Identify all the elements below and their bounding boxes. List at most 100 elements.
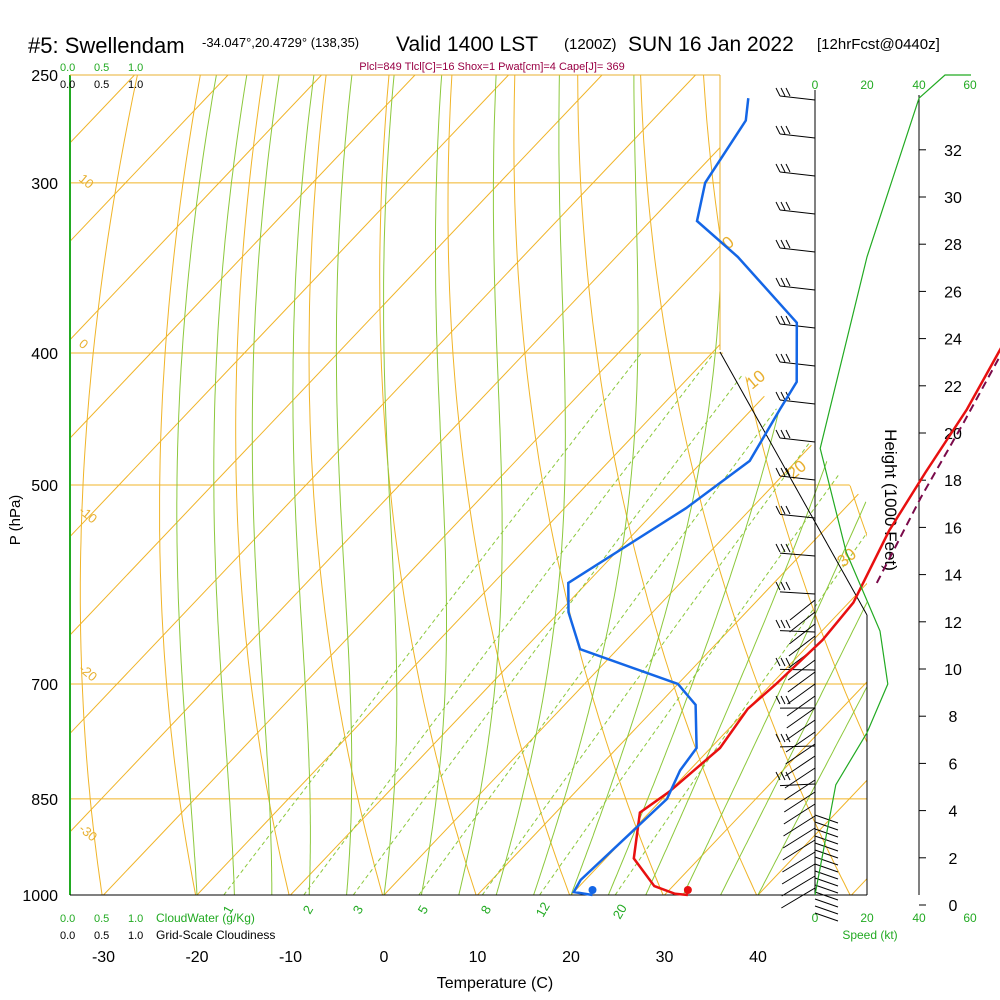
wind-barb-31 xyxy=(785,743,816,765)
sounding-series xyxy=(567,74,1000,897)
moist-adiabat-2 xyxy=(251,75,280,895)
wind-barb-53 xyxy=(814,877,839,887)
zulu-time: (1200Z) xyxy=(564,36,617,53)
cloud-scale-bottom-green-2: 1.0 xyxy=(128,913,143,925)
speed-top-40: 40 xyxy=(912,78,926,92)
valid-date: SUN 16 Jan 2022 xyxy=(628,33,794,56)
wind-barb-27 xyxy=(786,695,816,717)
wind-barb-47 xyxy=(814,835,839,845)
moist-adiabat-15 xyxy=(757,75,867,895)
speed-bottom-40: 40 xyxy=(912,911,926,925)
wind-barb-14 xyxy=(775,619,816,633)
wind-barb-22 xyxy=(788,635,816,657)
wind-barb-10 xyxy=(775,467,816,481)
moist-adiabat-7 xyxy=(458,75,503,895)
wind-barbs xyxy=(775,87,839,922)
wind-barb-24 xyxy=(787,659,816,681)
x-tick-1: -20 xyxy=(185,949,208,966)
isotherm-label-3: -20 xyxy=(76,661,100,685)
height-tick-16: 32 xyxy=(944,143,962,160)
dry-adiabat-9 xyxy=(701,75,867,895)
isotherm-line-12 xyxy=(477,75,867,895)
dry-adiabat-6 xyxy=(513,75,676,895)
wind-barb-8 xyxy=(775,391,816,405)
moist-adiabat-12 xyxy=(645,75,867,895)
p-tick-400: 400 xyxy=(31,346,58,363)
dry-adiabat-label-1: 10 xyxy=(742,366,769,393)
wind-barb-32 xyxy=(785,755,816,777)
wind-barb-56 xyxy=(814,898,839,908)
surface-temperature-marker xyxy=(683,886,692,894)
moist-adiabat-13 xyxy=(682,75,867,895)
height-tick-0: 0 xyxy=(949,898,958,915)
x-tick-7: 40 xyxy=(749,949,767,966)
x-axis-title: Temperature (C) xyxy=(437,975,553,992)
wind-barb-58 xyxy=(814,912,839,922)
dry-adiabat-2 xyxy=(235,75,297,895)
wind-barb-17 xyxy=(775,733,816,748)
height-tick-4: 8 xyxy=(949,709,958,726)
cloud-scale-top-black-1: 0.5 xyxy=(94,79,109,91)
wind-barb-54 xyxy=(814,884,839,894)
wind-barb-49 xyxy=(814,849,839,859)
mixing-ratio-label-5: 12 xyxy=(533,899,553,919)
dry-adiabat-0 xyxy=(79,75,144,895)
wind-barb-13 xyxy=(775,581,816,595)
mixing-ratio-label-1: 2 xyxy=(300,903,317,917)
isotherm-line-1 xyxy=(70,75,229,895)
speed-bottom-20: 20 xyxy=(860,911,874,925)
cloud-scale-bottom-black-1: 0.5 xyxy=(94,930,109,942)
wind-barb-29 xyxy=(786,719,816,741)
height-tick-2: 4 xyxy=(949,804,958,821)
x-tick-4: 10 xyxy=(469,949,487,966)
isotherm-line-10 xyxy=(290,75,867,895)
pressure-tick-labels: 250 300 400 500 700 850 1000 xyxy=(22,68,58,905)
wind-barb-4 xyxy=(775,239,816,253)
mixing-ratio-line-3 xyxy=(418,352,819,895)
height-tick-12: 24 xyxy=(944,332,962,349)
background-grid xyxy=(70,75,867,895)
isotherm-line-2 xyxy=(70,75,322,895)
height-tick-7: 14 xyxy=(944,568,962,585)
wind-barb-26 xyxy=(787,683,816,705)
height-tick-5: 10 xyxy=(944,662,962,679)
wind-barb-15 xyxy=(775,657,816,671)
dewpoint-line xyxy=(567,98,799,897)
mixing-ratio-line-4 xyxy=(481,352,867,895)
mixing-ratio-label-6: 20 xyxy=(610,901,630,921)
parcel-line xyxy=(875,354,1000,584)
height-axis-title: Height (1000 Feet) xyxy=(881,429,900,571)
wind-barb-30 xyxy=(785,731,816,753)
surface-dewpoint-marker xyxy=(588,886,597,894)
sounding-indices: Plcl=849 Tlcl[C]=16 Shox=1 Pwat[cm]=4 Ca… xyxy=(359,61,624,73)
speed-bottom-0: 0 xyxy=(812,911,819,925)
temperature-tick-labels: -30 -20 -10 0 10 20 30 40 xyxy=(92,949,767,966)
wind-barb-12 xyxy=(775,543,816,557)
height-tick-11: 22 xyxy=(944,379,962,396)
wind-barb-43 xyxy=(781,887,816,909)
speed-axis-bottom: 0 20 40 60 Speed (kt) xyxy=(812,911,977,942)
isotherm-label-0: 10 xyxy=(76,171,97,192)
wind-barb-55 xyxy=(814,891,839,901)
valid-time: Valid 1400 LST xyxy=(396,33,538,56)
cloud-scale-top-green-2: 1.0 xyxy=(128,62,143,74)
isotherm-line-7 xyxy=(70,75,790,895)
dry-adiabat-3 xyxy=(308,75,392,895)
x-tick-2: -10 xyxy=(279,949,302,966)
cloud-scale-bottom-black-2: 1.0 xyxy=(128,930,143,942)
dry-adiabat-1 xyxy=(159,75,206,895)
temperature-line xyxy=(632,347,1000,897)
cloud-scale-bottom-black-0: 0.0 xyxy=(60,930,75,942)
station-coords: -34.047°,20.4729° (138,35) xyxy=(202,35,359,50)
p-tick-300: 300 xyxy=(31,176,58,193)
wind-barb-5 xyxy=(775,277,816,291)
wind-barb-48 xyxy=(814,842,839,852)
wind-barb-35 xyxy=(783,791,816,813)
speed-top-20: 20 xyxy=(860,78,874,92)
height-tick-15: 30 xyxy=(944,190,962,207)
station-title: #5: Swellendam xyxy=(28,33,185,58)
wind-barb-28 xyxy=(786,707,816,729)
mixing-ratio-label-4: 8 xyxy=(478,903,495,917)
